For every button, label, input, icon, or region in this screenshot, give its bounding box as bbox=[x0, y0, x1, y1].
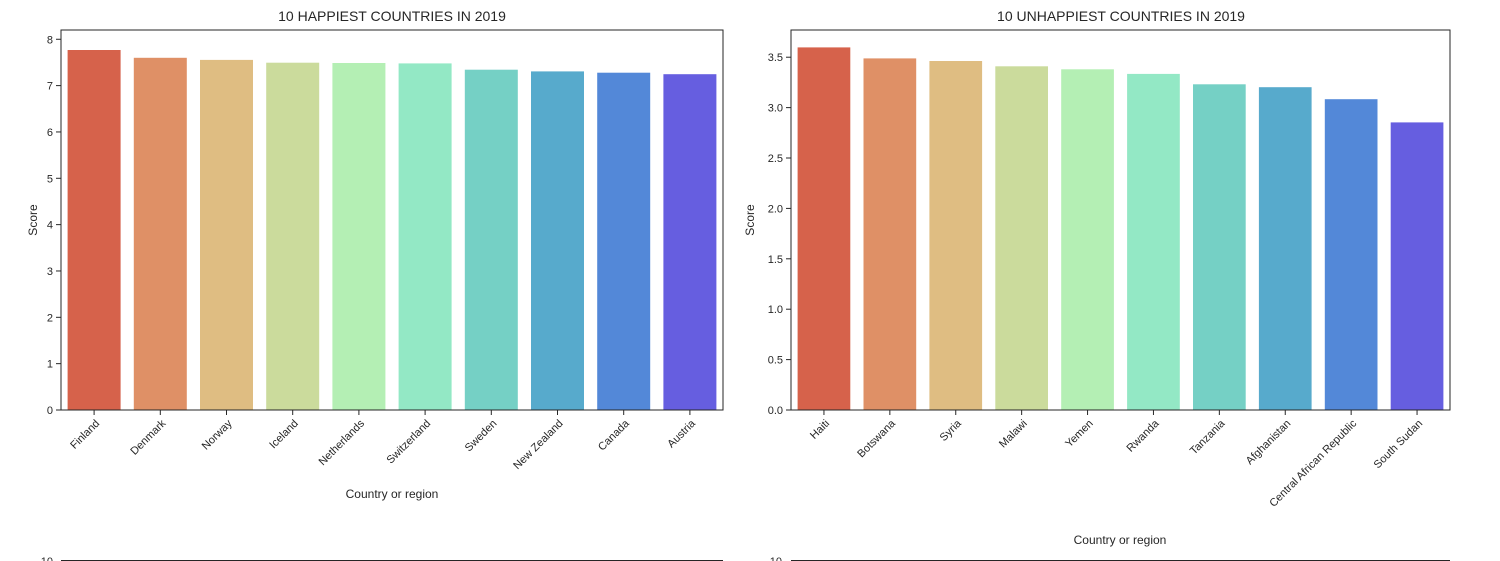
y-tick-label: 3.0 bbox=[768, 103, 783, 115]
bar-finland bbox=[67, 50, 121, 410]
x-tick-label: Austria bbox=[665, 417, 698, 450]
plot-frame bbox=[60, 29, 724, 411]
y-axis-label: Score bbox=[26, 204, 40, 236]
bar-afghanistan bbox=[1258, 87, 1312, 410]
bars-group bbox=[797, 47, 1444, 411]
bar-austria bbox=[663, 74, 717, 410]
bar-malawi bbox=[995, 66, 1048, 411]
chart-title: 10 UNHAPPIEST COUNTRIES IN 2019 bbox=[997, 8, 1245, 24]
y-axis-ticks: 0 1 2 3 4 5 6 7 8 bbox=[47, 34, 61, 417]
x-tick-label: Afghanistan bbox=[1244, 418, 1294, 468]
y-tick-label: 0.0 bbox=[768, 405, 783, 417]
y-tick-label: 2.5 bbox=[768, 153, 783, 165]
bars-group bbox=[67, 50, 717, 411]
x-axis-label: Country or region bbox=[1074, 533, 1167, 547]
lower-panel-left: 10 bbox=[41, 556, 723, 561]
y-tick-label: 0 bbox=[47, 405, 53, 417]
x-tick-label: Netherlands bbox=[317, 417, 368, 468]
x-tick-label: Sweden bbox=[463, 418, 500, 455]
chart-unhappiest: 10 UNHAPPIEST COUNTRIES IN 2019 0.0 0.5 1.… bbox=[743, 8, 1451, 547]
y-tick-label: 1.5 bbox=[768, 254, 783, 266]
x-tick-label: Tanzania bbox=[1188, 417, 1228, 457]
x-axis-label: Country or region bbox=[346, 487, 439, 501]
x-tick-label: Finland bbox=[68, 418, 102, 452]
x-tick-label: South Sudan bbox=[1372, 418, 1425, 471]
y-tick-label: 8 bbox=[47, 34, 53, 46]
y-tick-label: 6 bbox=[47, 127, 53, 139]
y-tick-label: 1.0 bbox=[768, 304, 783, 316]
y-tick-label: 0.5 bbox=[768, 355, 783, 367]
bar-new-zealand bbox=[531, 71, 584, 411]
x-tick-label: Syria bbox=[938, 417, 965, 444]
bar-denmark bbox=[133, 57, 187, 411]
y-tick-label: 1 bbox=[47, 359, 53, 371]
bar-botswana bbox=[863, 58, 917, 411]
y-tick-label: 4 bbox=[47, 220, 53, 232]
lower-y-tick-label: 10 bbox=[41, 556, 53, 561]
bar-switzerland bbox=[398, 63, 452, 411]
y-tick-label: 2 bbox=[47, 312, 53, 324]
x-tick-label: Rwanda bbox=[1125, 417, 1163, 455]
lower-y-tick-label: 10 bbox=[770, 556, 782, 561]
x-tick-label: Norway bbox=[200, 417, 235, 452]
x-tick-label: Malawi bbox=[997, 418, 1030, 451]
bar-sweden bbox=[464, 69, 518, 410]
bar-iceland bbox=[266, 62, 320, 410]
y-tick-label: 5 bbox=[47, 173, 53, 185]
x-tick-label: Canada bbox=[596, 417, 632, 453]
x-tick-label: New Zealand bbox=[511, 418, 565, 472]
plot-frame bbox=[790, 29, 1451, 411]
x-tick-label: Botswana bbox=[855, 417, 898, 460]
bar-south-sudan bbox=[1390, 122, 1444, 411]
y-tick-label: 3 bbox=[47, 266, 53, 278]
x-axis-ticks: Finland Denmark Norway Iceland Netherlands Sw… bbox=[68, 410, 699, 472]
bar-syria bbox=[929, 61, 983, 410]
bar-canada bbox=[597, 72, 651, 410]
y-tick-label: 3.5 bbox=[768, 52, 783, 64]
bar-tanzania bbox=[1193, 84, 1246, 411]
x-axis-ticks: Haiti Botswana Syria Malawi Yemen Rwanda Tanza… bbox=[808, 410, 1425, 510]
x-tick-label: Yemen bbox=[1063, 418, 1095, 450]
bar-rwanda bbox=[1127, 73, 1180, 411]
bar-norway bbox=[200, 59, 253, 411]
x-tick-label: Denmark bbox=[128, 417, 168, 457]
chart-happiest: 10 HAPPIEST COUNTRIES IN 2019 012345678 … bbox=[26, 8, 724, 501]
x-tick-label: Switzerland bbox=[385, 418, 434, 467]
lower-panel-right: 10 bbox=[770, 556, 1450, 561]
bar-central-african-republic bbox=[1324, 99, 1378, 410]
x-tick-label: Iceland bbox=[267, 418, 301, 452]
bar-netherlands bbox=[332, 63, 386, 410]
y-tick-label: 2.0 bbox=[768, 203, 783, 215]
x-tick-label: Haiti bbox=[808, 418, 832, 442]
bar-yemen bbox=[1061, 69, 1114, 411]
y-axis-label: Score bbox=[743, 204, 757, 236]
y-tick-label: 7 bbox=[47, 81, 53, 93]
y-axis-ticks: 0.0 0.5 1.0 1.5 2.0 2.5 3.0 3.5 bbox=[768, 52, 791, 417]
bar-haiti bbox=[797, 47, 851, 411]
chart-title: 10 HAPPIEST COUNTRIES IN 2019 bbox=[278, 8, 506, 24]
